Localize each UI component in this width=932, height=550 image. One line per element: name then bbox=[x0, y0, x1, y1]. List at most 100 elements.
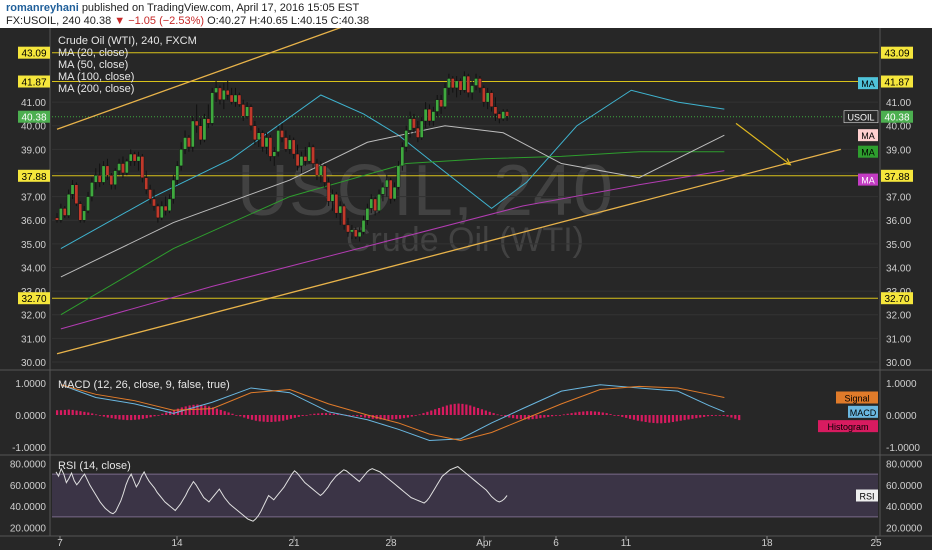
candle[interactable] bbox=[346, 217, 350, 237]
candle[interactable] bbox=[159, 201, 164, 221]
candle[interactable] bbox=[450, 76, 455, 93]
candle[interactable] bbox=[396, 161, 401, 190]
legend-ma200[interactable]: MA (200, close) bbox=[58, 83, 134, 95]
ma50-line[interactable] bbox=[60, 151, 725, 316]
candle[interactable] bbox=[431, 106, 436, 126]
macd-line[interactable] bbox=[60, 384, 725, 441]
candle[interactable] bbox=[214, 80, 218, 103]
candle[interactable] bbox=[400, 142, 405, 171]
candle[interactable] bbox=[268, 135, 273, 162]
candle[interactable] bbox=[482, 85, 486, 107]
candle[interactable] bbox=[385, 175, 389, 197]
candle[interactable] bbox=[365, 203, 370, 225]
candle[interactable] bbox=[179, 142, 183, 171]
candle[interactable] bbox=[303, 146, 308, 166]
candle[interactable] bbox=[311, 144, 315, 169]
candle[interactable] bbox=[121, 156, 125, 178]
candle[interactable] bbox=[357, 227, 362, 242]
candle[interactable] bbox=[447, 73, 451, 95]
candle[interactable] bbox=[466, 73, 471, 98]
candle[interactable] bbox=[194, 104, 199, 133]
trendline[interactable] bbox=[56, 28, 561, 130]
author-name[interactable]: romanreyhani bbox=[6, 2, 79, 14]
candle[interactable] bbox=[256, 128, 261, 147]
candle[interactable] bbox=[454, 76, 459, 98]
candle[interactable] bbox=[241, 99, 246, 121]
candle[interactable] bbox=[276, 125, 280, 157]
legend-ma20[interactable]: MA (20, close) bbox=[58, 47, 128, 59]
candle[interactable] bbox=[485, 87, 490, 110]
rsi-pane[interactable]: 20.0000 20.0000 40.0000 40.0000 60.0000 60.00… bbox=[10, 459, 923, 534]
legend-ma50[interactable]: MA (50, close) bbox=[58, 59, 128, 71]
candle[interactable] bbox=[245, 102, 249, 119]
candle[interactable] bbox=[342, 203, 346, 230]
candle[interactable] bbox=[501, 109, 506, 121]
candle[interactable] bbox=[315, 158, 319, 181]
candle[interactable] bbox=[404, 125, 409, 152]
candle[interactable] bbox=[334, 191, 339, 218]
candle[interactable] bbox=[361, 215, 366, 235]
candle[interactable] bbox=[253, 120, 257, 145]
candle[interactable] bbox=[163, 196, 168, 216]
candle[interactable] bbox=[319, 161, 323, 183]
ma100-line[interactable] bbox=[60, 125, 725, 278]
candle[interactable] bbox=[288, 135, 292, 155]
candle[interactable] bbox=[373, 196, 377, 216]
candle[interactable] bbox=[93, 168, 98, 190]
candle[interactable] bbox=[470, 80, 474, 100]
rsi-line[interactable] bbox=[55, 465, 508, 522]
candle[interactable] bbox=[439, 94, 443, 114]
candle[interactable] bbox=[307, 142, 312, 164]
candle[interactable] bbox=[66, 189, 71, 218]
candle[interactable] bbox=[284, 130, 288, 152]
candle[interactable] bbox=[140, 154, 145, 183]
candle[interactable] bbox=[97, 163, 102, 188]
candle[interactable] bbox=[299, 151, 304, 173]
macd-title[interactable]: MACD (12, 26, close, 9, false, true) bbox=[58, 379, 230, 391]
candle[interactable] bbox=[295, 144, 300, 171]
candle[interactable] bbox=[128, 149, 133, 166]
candle[interactable] bbox=[493, 97, 498, 121]
candle[interactable] bbox=[478, 76, 482, 93]
candle[interactable] bbox=[412, 113, 416, 133]
candle[interactable] bbox=[222, 83, 226, 110]
candle[interactable] bbox=[190, 116, 195, 152]
ma20-line[interactable] bbox=[60, 89, 725, 250]
candle[interactable] bbox=[156, 203, 160, 223]
candle[interactable] bbox=[381, 182, 385, 202]
candle[interactable] bbox=[233, 87, 238, 107]
candle[interactable] bbox=[62, 206, 67, 218]
candle[interactable] bbox=[489, 90, 494, 112]
candle[interactable] bbox=[86, 191, 90, 214]
candle[interactable] bbox=[117, 158, 121, 176]
candle[interactable] bbox=[272, 146, 277, 166]
candle[interactable] bbox=[105, 158, 110, 181]
candle[interactable] bbox=[260, 130, 265, 152]
candle[interactable] bbox=[264, 132, 269, 155]
candle[interactable] bbox=[59, 203, 63, 223]
trendline[interactable] bbox=[56, 148, 841, 355]
candle[interactable] bbox=[497, 111, 502, 124]
candle[interactable] bbox=[167, 194, 172, 214]
candle[interactable] bbox=[206, 104, 211, 129]
signal-line[interactable] bbox=[60, 384, 725, 441]
candle[interactable] bbox=[82, 206, 86, 223]
candle[interactable] bbox=[175, 161, 180, 185]
candle[interactable] bbox=[443, 83, 447, 110]
candle[interactable] bbox=[416, 120, 420, 143]
candle[interactable] bbox=[435, 94, 440, 117]
candle[interactable] bbox=[249, 104, 253, 131]
candle[interactable] bbox=[152, 189, 156, 211]
price-pane[interactable]: 30.0030.0031.0031.0032.0032.0033.0033.00… bbox=[18, 28, 913, 369]
candle[interactable] bbox=[291, 137, 296, 159]
candle[interactable] bbox=[423, 102, 428, 129]
candle[interactable] bbox=[74, 182, 79, 207]
candle[interactable] bbox=[377, 189, 381, 214]
candle[interactable] bbox=[505, 109, 509, 121]
candle[interactable] bbox=[144, 170, 149, 195]
candle[interactable] bbox=[109, 172, 114, 190]
candle[interactable] bbox=[388, 177, 393, 204]
candle[interactable] bbox=[198, 118, 203, 145]
candle[interactable] bbox=[132, 151, 137, 166]
candle[interactable] bbox=[210, 87, 215, 126]
